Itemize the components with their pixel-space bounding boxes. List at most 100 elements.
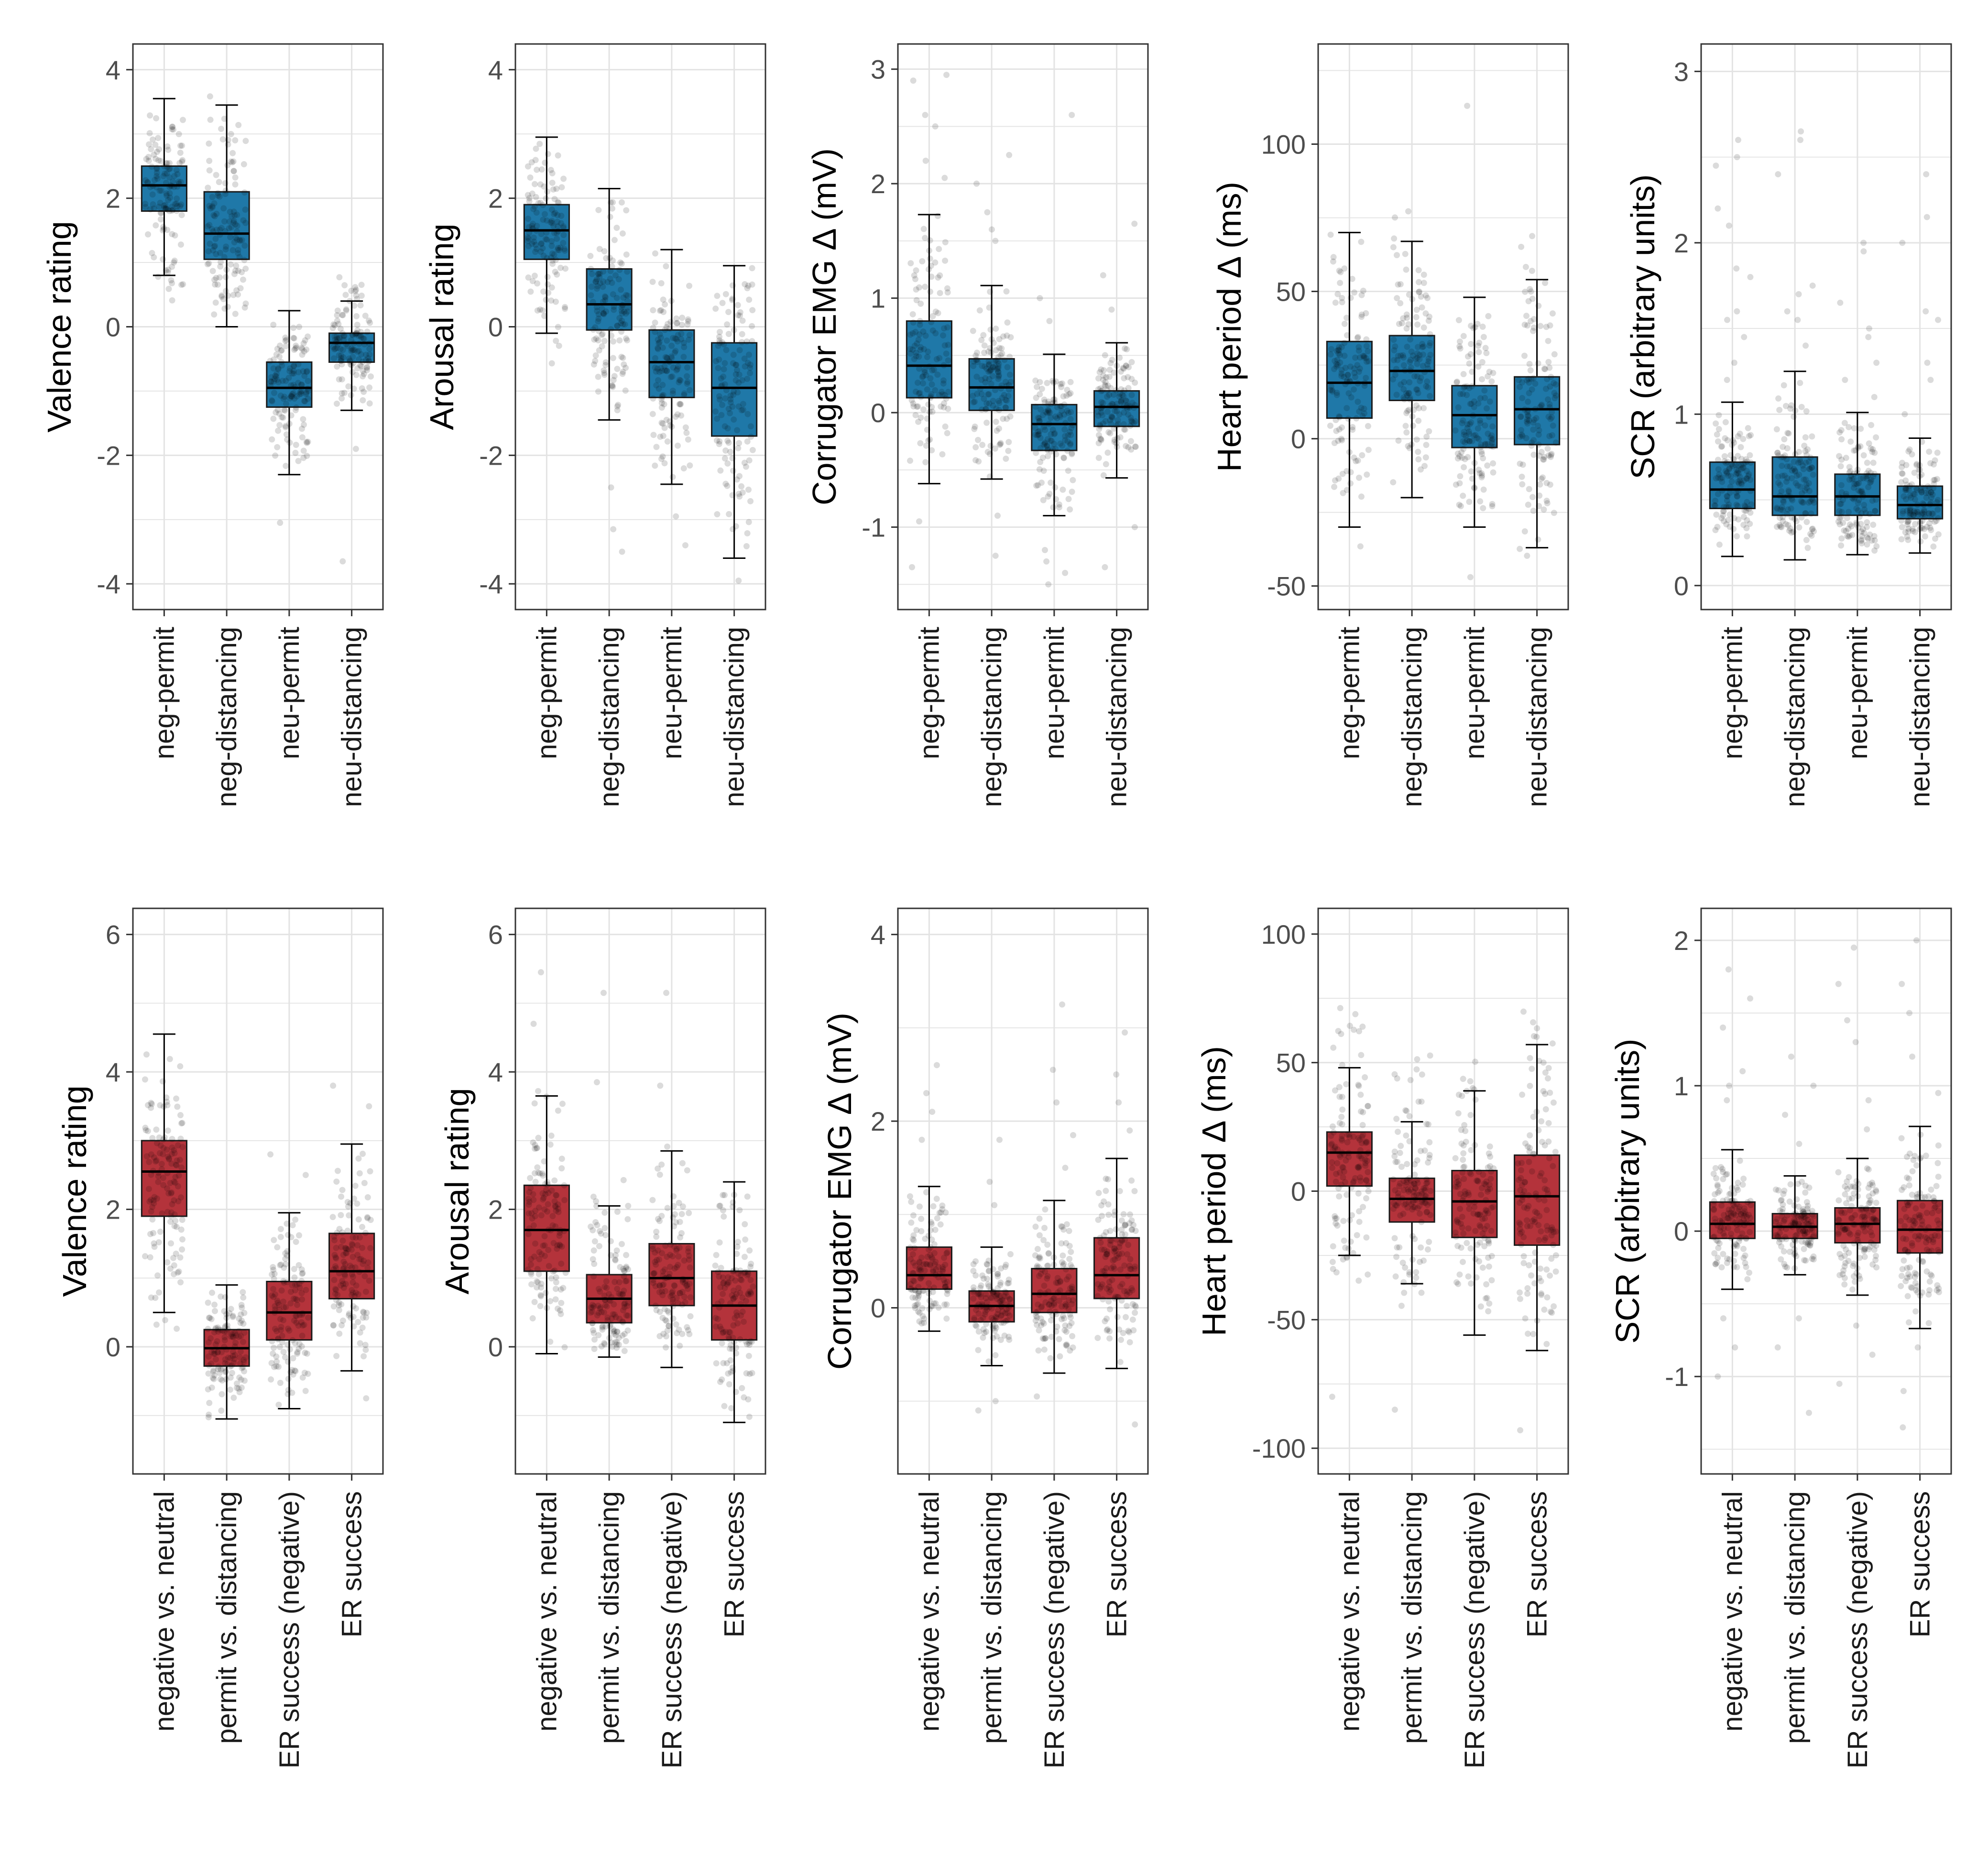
data-point: [1033, 394, 1039, 401]
data-point: [541, 313, 548, 319]
data-point: [1335, 1185, 1342, 1192]
data-point: [1734, 154, 1740, 161]
data-point: [206, 158, 213, 164]
data-point: [1393, 392, 1400, 398]
data-point: [218, 125, 225, 132]
data-point: [1724, 316, 1731, 323]
data-point: [525, 216, 532, 222]
data-point: [729, 404, 736, 410]
data-point: [1040, 441, 1047, 448]
data-point: [284, 1342, 291, 1348]
data-point: [941, 1284, 948, 1290]
data-point: [589, 271, 595, 277]
data-point: [924, 1254, 931, 1260]
data-point: [1338, 1031, 1344, 1037]
data-point: [1032, 1252, 1038, 1259]
data-point: [152, 155, 159, 162]
data-point: [235, 122, 242, 129]
data-point: [1352, 354, 1359, 361]
data-point: [1333, 1170, 1340, 1177]
data-point: [353, 330, 360, 337]
data-point: [970, 358, 977, 365]
data-point: [560, 231, 567, 238]
data-point: [649, 1197, 656, 1203]
data-point: [1332, 1087, 1338, 1094]
data-point: [1099, 1268, 1106, 1275]
data-point: [277, 1233, 284, 1240]
data-point: [673, 1321, 679, 1328]
data-point: [536, 1249, 543, 1255]
data-point: [560, 175, 567, 182]
data-point: [1406, 1138, 1413, 1145]
data-point: [656, 369, 663, 375]
data-point: [157, 199, 164, 206]
data-point: [239, 1365, 245, 1372]
data-point: [1873, 434, 1879, 441]
data-point: [1116, 354, 1123, 361]
data-point: [1330, 1129, 1337, 1136]
data-point: [614, 407, 621, 414]
data-point: [1810, 471, 1816, 478]
data-point: [561, 1197, 568, 1203]
data-point: [1344, 487, 1350, 493]
data-point: [302, 1387, 309, 1394]
data-point: [592, 1219, 599, 1225]
data-point: [1547, 322, 1553, 329]
data-point: [1744, 533, 1750, 540]
data-point: [339, 395, 345, 402]
data-point: [209, 268, 216, 274]
data-point: [557, 264, 564, 271]
data-point: [205, 1299, 211, 1306]
data-point: [617, 259, 624, 266]
data-point: [918, 414, 924, 421]
data-point: [144, 1128, 151, 1134]
data-point: [240, 1294, 247, 1301]
data-point: [1355, 1190, 1362, 1197]
data-point: [170, 1254, 177, 1261]
data-point: [720, 1274, 726, 1281]
data-point: [1733, 265, 1740, 272]
data-point: [1114, 362, 1120, 369]
category-label: neu-distancing: [719, 627, 750, 807]
data-point: [355, 1155, 362, 1162]
data-point: [171, 1150, 178, 1156]
data-point: [675, 442, 681, 449]
data-point: [920, 328, 927, 335]
data-point: [1426, 1239, 1432, 1245]
data-point: [994, 513, 1001, 519]
data-point: [1063, 1276, 1070, 1283]
data-point: [334, 363, 340, 370]
data-point: [1850, 476, 1857, 482]
data-point: [205, 1326, 211, 1332]
data-point: [924, 386, 930, 393]
data-point: [1528, 318, 1534, 325]
data-point: [218, 225, 225, 231]
data-point: [549, 1222, 556, 1229]
data-point: [1397, 300, 1404, 306]
data-point: [714, 511, 721, 518]
data-point: [530, 206, 537, 212]
data-point: [990, 1289, 996, 1296]
data-point: [1354, 334, 1361, 340]
data-point: [1907, 492, 1913, 499]
data-point: [1800, 466, 1807, 472]
data-point: [270, 365, 277, 372]
data-point: [1068, 432, 1074, 438]
data-point: [331, 1276, 338, 1283]
data-point: [616, 337, 623, 344]
data-point: [1391, 1235, 1398, 1242]
data-point: [277, 1379, 284, 1386]
data-point: [1737, 430, 1743, 437]
data-point: [608, 484, 614, 491]
data-point: [164, 164, 170, 171]
data-point: [347, 1200, 354, 1207]
data-point: [156, 203, 163, 210]
data-point: [1838, 427, 1845, 434]
data-point: [1069, 1301, 1075, 1308]
data-point: [538, 240, 545, 247]
data-point: [664, 1143, 671, 1150]
data-point: [153, 1195, 160, 1202]
data-point: [1902, 529, 1909, 535]
data-point: [677, 1290, 683, 1297]
data-point: [221, 1337, 228, 1343]
